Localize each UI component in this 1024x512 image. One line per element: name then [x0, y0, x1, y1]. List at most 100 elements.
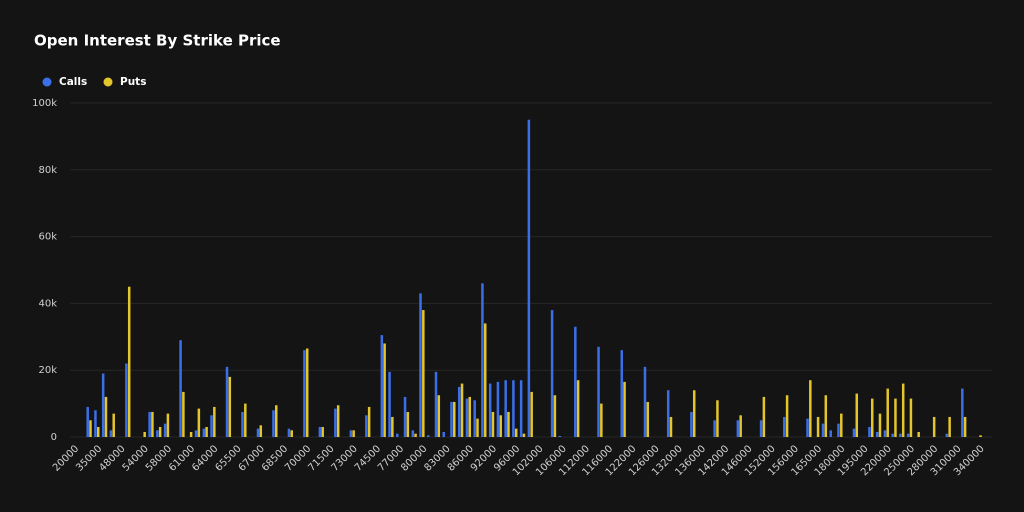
legend-marker: [42, 77, 52, 87]
bar: [321, 426, 324, 437]
bar: [600, 403, 603, 437]
bar: [666, 390, 670, 437]
bar: [909, 398, 913, 437]
bar: [225, 366, 229, 437]
bar: [352, 430, 355, 437]
bar: [460, 383, 464, 437]
bar: [875, 431, 879, 437]
bar: [287, 428, 291, 437]
bar: [104, 396, 108, 437]
bar: [878, 413, 882, 437]
bar: [437, 395, 441, 437]
bar: [210, 415, 213, 437]
y-tick-label: 40k: [38, 298, 57, 309]
bar: [189, 431, 193, 437]
bar: [305, 348, 309, 437]
y-tick-label: 20k: [38, 365, 57, 376]
bar: [86, 406, 89, 437]
bar: [692, 390, 696, 437]
bar: [491, 411, 495, 437]
bar: [96, 426, 100, 437]
bar: [690, 411, 693, 437]
bar: [759, 420, 763, 437]
bar: [127, 286, 131, 437]
bar: [468, 396, 472, 437]
bar: [419, 293, 422, 437]
bar: [275, 405, 278, 437]
bar: [334, 408, 337, 437]
legend-marker: [103, 77, 113, 87]
bar: [899, 433, 902, 437]
bar: [194, 430, 198, 437]
bar: [891, 433, 894, 437]
bar: [112, 413, 115, 437]
bar: [349, 430, 353, 437]
bar: [963, 416, 967, 437]
bar: [89, 420, 92, 437]
bar: [716, 400, 719, 437]
bar: [806, 418, 809, 437]
bar: [391, 416, 394, 437]
bar: [465, 398, 469, 437]
bar: [427, 435, 430, 437]
y-tick-label: 60k: [38, 232, 57, 243]
bar: [163, 423, 167, 437]
bar: [303, 350, 306, 437]
bar: [623, 381, 626, 437]
bar: [886, 388, 889, 437]
bar: [109, 430, 113, 437]
bar: [151, 411, 154, 437]
bar: [483, 323, 487, 437]
bar: [785, 395, 789, 437]
bar: [643, 366, 647, 437]
bar: [197, 408, 201, 437]
bar: [499, 415, 502, 437]
y-tick-label: 0: [51, 432, 57, 443]
bar: [512, 380, 515, 437]
bar: [901, 383, 905, 437]
bar: [713, 420, 716, 437]
bar: [821, 423, 825, 437]
bar: [646, 401, 650, 437]
bar: [488, 383, 492, 437]
bar: [550, 310, 554, 437]
bar: [473, 400, 476, 437]
bar: [906, 433, 910, 437]
bar: [179, 340, 182, 437]
y-tick-label: 100k: [32, 98, 57, 109]
legend-label: Calls: [59, 76, 87, 88]
bar: [783, 416, 786, 437]
bar: [148, 411, 151, 437]
bar: [125, 363, 128, 437]
bar: [158, 426, 162, 437]
bar: [809, 380, 812, 437]
bar: [336, 405, 340, 437]
bar: [259, 425, 263, 437]
bar: [476, 418, 479, 437]
bar: [837, 423, 840, 437]
bar: [829, 430, 832, 437]
bar: [414, 433, 417, 437]
bar: [434, 371, 438, 437]
bar: [868, 426, 871, 437]
bar: [558, 435, 562, 437]
bar: [576, 380, 580, 437]
bar: [228, 376, 232, 437]
bar: [396, 433, 399, 437]
bar: [94, 410, 97, 437]
bar: [143, 431, 146, 437]
bar: [101, 373, 105, 437]
bar: [824, 395, 828, 437]
bar: [318, 426, 322, 437]
bar: [205, 426, 208, 437]
bar: [816, 416, 820, 437]
bar: [870, 398, 874, 437]
bar: [948, 416, 951, 437]
bar: [574, 326, 577, 437]
bar: [932, 416, 936, 437]
bar: [669, 416, 673, 437]
bar: [453, 401, 456, 437]
bar: [514, 428, 518, 437]
